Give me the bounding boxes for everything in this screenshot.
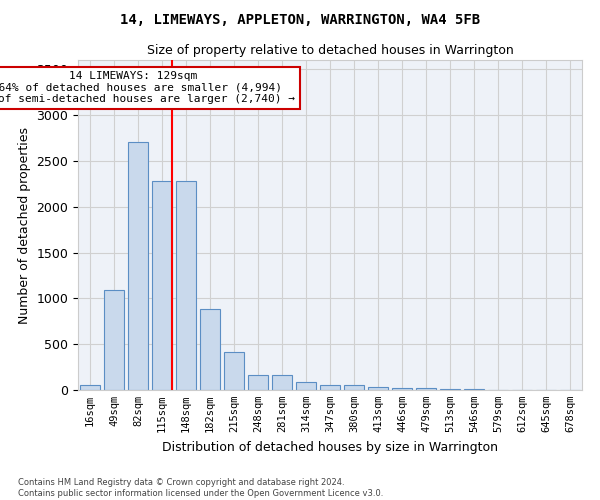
Bar (464, 389, 484, 390)
Bar (248, 375, 268, 390)
Bar (392, 388, 412, 390)
Bar (320, 385, 340, 390)
Bar (368, 387, 388, 390)
Bar (176, 181, 196, 390)
X-axis label: Distribution of detached houses by size in Warrington: Distribution of detached houses by size … (162, 440, 498, 454)
Bar (200, 310, 220, 390)
Bar (104, 290, 124, 390)
Title: Size of property relative to detached houses in Warrington: Size of property relative to detached ho… (146, 44, 514, 58)
Bar (296, 382, 316, 390)
Bar (440, 389, 460, 390)
Text: 14, LIMEWAYS, APPLETON, WARRINGTON, WA4 5FB: 14, LIMEWAYS, APPLETON, WARRINGTON, WA4 … (120, 14, 480, 28)
Bar (344, 386, 364, 390)
Bar (128, 142, 148, 390)
Bar (224, 352, 244, 390)
Bar (416, 388, 436, 390)
Text: 14 LIMEWAYS: 129sqm
← 64% of detached houses are smaller (4,994)
35% of semi-det: 14 LIMEWAYS: 129sqm ← 64% of detached ho… (0, 71, 295, 104)
Bar (152, 181, 172, 390)
Bar (272, 375, 292, 390)
Y-axis label: Number of detached properties: Number of detached properties (18, 126, 31, 324)
Text: Contains HM Land Registry data © Crown copyright and database right 2024.
Contai: Contains HM Land Registry data © Crown c… (18, 478, 383, 498)
Bar (80, 386, 100, 390)
